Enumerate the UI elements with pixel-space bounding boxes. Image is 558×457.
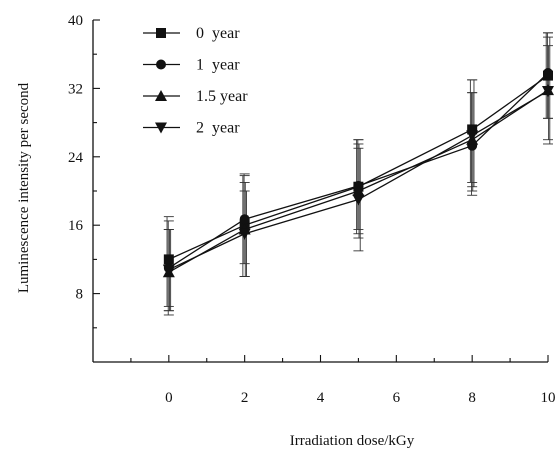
y-tick-label: 32 bbox=[68, 81, 83, 97]
legend-label: 1 year bbox=[196, 57, 240, 74]
data-point bbox=[238, 228, 251, 240]
data-point bbox=[163, 254, 174, 265]
data-point bbox=[466, 130, 479, 142]
x-tick-label: 4 bbox=[317, 390, 325, 406]
data-point bbox=[162, 264, 175, 276]
legend-marker bbox=[156, 28, 166, 38]
data-point bbox=[352, 185, 365, 196]
legend: 0 year 1 year 1.5 year 2 year bbox=[143, 25, 248, 137]
series-line bbox=[168, 90, 549, 271]
y-tick-label: 24 bbox=[68, 150, 84, 166]
data-point bbox=[239, 214, 250, 225]
data-point bbox=[352, 194, 365, 206]
y-tick-label: 16 bbox=[68, 218, 84, 234]
data-point bbox=[542, 85, 554, 97]
y-tick-label: 40 bbox=[68, 13, 83, 29]
x-tick-label: 2 bbox=[241, 390, 249, 406]
y-tick-label: 8 bbox=[76, 287, 84, 303]
x-tick-label: 0 bbox=[165, 390, 173, 406]
error-bars bbox=[163, 32, 553, 316]
legend-label: 1.5 year bbox=[196, 88, 248, 105]
legend-label: 0 year bbox=[196, 25, 240, 42]
x-tick-label: 8 bbox=[468, 390, 476, 406]
axes bbox=[92, 19, 549, 363]
legend-marker bbox=[155, 90, 167, 101]
x-tick-label: 10 bbox=[541, 390, 556, 406]
y-axis-title: Luminescence intensity per second bbox=[16, 82, 32, 293]
data-point bbox=[467, 124, 478, 135]
x-axis-title: Irradiation dose/kGy bbox=[290, 433, 415, 449]
legend-label: 2 year bbox=[196, 120, 240, 137]
data-point bbox=[543, 68, 553, 79]
x-tick-label: 6 bbox=[393, 390, 401, 406]
legend-marker bbox=[155, 122, 167, 134]
series-markers bbox=[162, 68, 554, 278]
legend-marker bbox=[156, 59, 166, 70]
